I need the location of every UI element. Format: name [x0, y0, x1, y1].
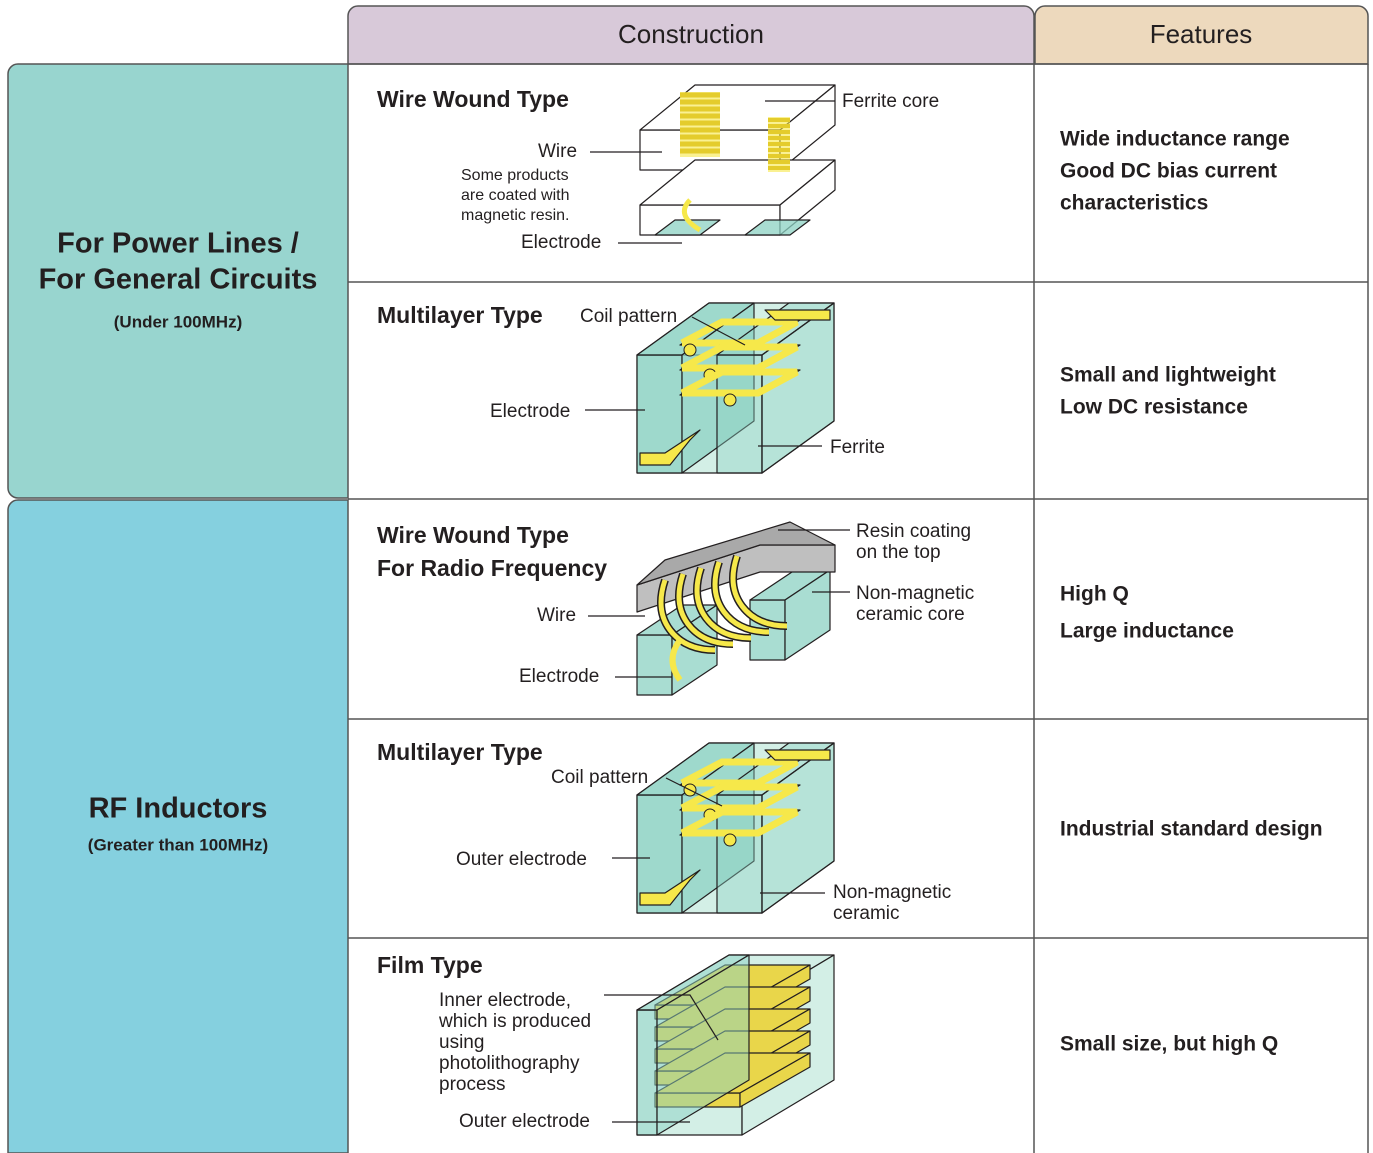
part-label: process	[439, 1074, 506, 1095]
feature: Good DC bias current	[1060, 160, 1277, 183]
electrode	[744, 219, 811, 236]
header-label: Construction	[618, 19, 764, 49]
part-label: Outer electrode	[459, 1111, 590, 1132]
coil-pattern	[764, 749, 831, 761]
coil-pattern	[639, 429, 701, 466]
part-label: photolithography	[439, 1053, 580, 1074]
group-title: For Power Lines /	[57, 228, 299, 260]
feature: Wide inductance range	[1060, 128, 1290, 151]
type-title: Film Type	[377, 952, 483, 978]
leader-line	[665, 777, 723, 807]
resin-coating	[636, 521, 836, 586]
part-label: Wire	[537, 605, 576, 626]
via	[683, 343, 697, 357]
via	[723, 833, 737, 847]
wire	[681, 198, 702, 233]
header-label: Features	[1150, 19, 1253, 49]
group-note: (Greater than 100MHz)	[88, 835, 268, 854]
wire	[658, 579, 716, 653]
wire	[669, 638, 683, 682]
wire	[676, 573, 734, 647]
coil-pattern	[639, 869, 701, 906]
group-rf	[7, 499, 349, 1153]
winding	[768, 117, 790, 172]
feature: Small size, but high Q	[1060, 1033, 1278, 1056]
part-label: magnetic resin.	[461, 207, 570, 224]
electrode	[654, 219, 721, 236]
winding	[680, 92, 720, 157]
part-label: Some products	[461, 167, 569, 184]
part-label: Outer electrode	[456, 849, 587, 870]
feature: High Q	[1060, 583, 1129, 606]
type-title: Multilayer Type	[377, 739, 543, 765]
part-label: Coil pattern	[580, 306, 677, 327]
coil-pattern	[680, 758, 799, 787]
coil-pattern	[680, 343, 799, 372]
part-label: Wire	[538, 141, 577, 162]
feature: Large inductance	[1060, 620, 1234, 643]
type-title: Multilayer Type	[377, 302, 543, 328]
group-power	[7, 63, 349, 499]
part-label: ceramic core	[856, 604, 965, 625]
coil-pattern	[680, 318, 799, 347]
feature: Low DC resistance	[1060, 396, 1248, 419]
type-title: Wire Wound Type	[377, 86, 569, 112]
coil-pattern	[680, 368, 799, 397]
part-label: Ferrite core	[842, 91, 939, 112]
part-label: which is produced	[438, 1011, 591, 1032]
part-label: Non-magnetic	[833, 882, 951, 903]
features-header	[1034, 5, 1369, 65]
wire	[730, 555, 788, 629]
outer-electrode	[656, 954, 750, 1136]
electrode	[636, 634, 673, 696]
coil-pattern	[680, 808, 799, 837]
part-label: Electrode	[521, 232, 601, 253]
construction-header	[347, 5, 1035, 65]
via	[723, 393, 737, 407]
part-label: Resin coating	[856, 521, 971, 542]
part-label: using	[439, 1032, 484, 1053]
feature: Small and lightweight	[1060, 364, 1276, 387]
feature: Industrial standard design	[1060, 818, 1323, 841]
leader-line	[604, 994, 719, 1041]
part-label: on the top	[856, 542, 941, 563]
leader-line	[691, 316, 746, 346]
part-label: are coated with	[461, 187, 570, 204]
coil-pattern	[680, 783, 799, 812]
feature: characteristics	[1060, 192, 1208, 215]
group-title: For General Circuits	[39, 264, 318, 296]
coil-pattern	[764, 309, 831, 321]
part-label: Non-magnetic	[856, 583, 974, 604]
part-label: Electrode	[490, 401, 570, 422]
group-note: (Under 100MHz)	[114, 312, 242, 331]
type-title: For Radio Frequency	[377, 555, 607, 581]
part-label: Electrode	[519, 666, 599, 687]
outer-electrode	[636, 1009, 658, 1136]
grid	[348, 63, 1369, 1153]
illustrations	[636, 84, 836, 1136]
inner-electrode	[739, 1052, 811, 1108]
wire	[694, 567, 752, 641]
part-label: Inner electrode,	[439, 990, 571, 1011]
type-title: Wire Wound Type	[377, 522, 569, 548]
part-label: ceramic	[833, 903, 900, 924]
wire	[712, 561, 770, 635]
part-label: Coil pattern	[551, 767, 648, 788]
group-title: RF Inductors	[89, 793, 268, 825]
part-label: Ferrite	[830, 437, 885, 458]
